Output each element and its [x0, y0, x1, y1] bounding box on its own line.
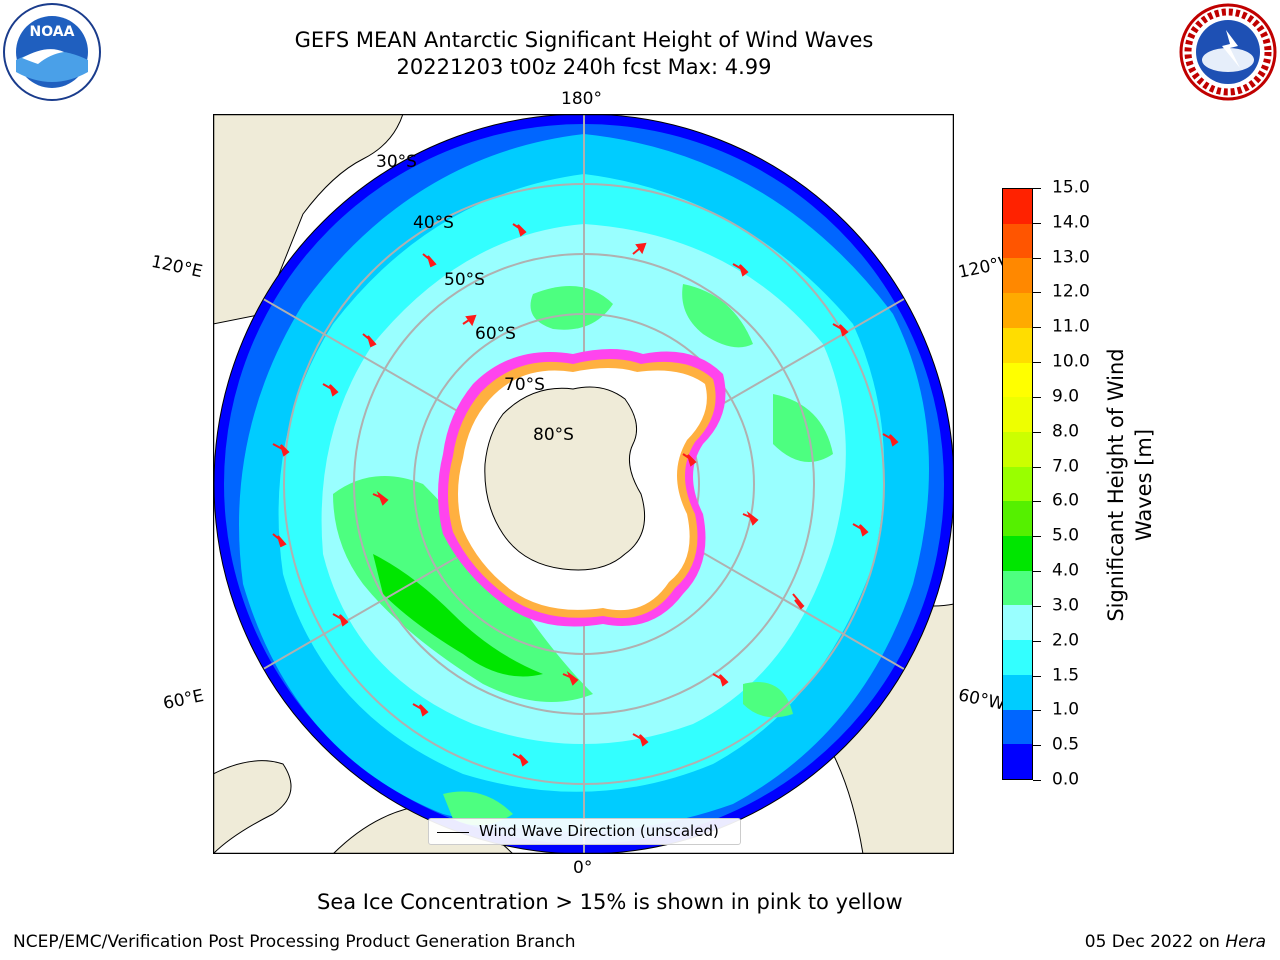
colorbar-segment [1003, 709, 1032, 745]
legend-line-icon [437, 832, 469, 833]
colorbar [1002, 188, 1033, 780]
chart-subtitle: 20221203 t00z 240h fcst Max: 4.99 [396, 55, 772, 79]
colorbar-segment [1003, 466, 1032, 502]
colorbar-tick-label: 5.0 [1052, 525, 1080, 546]
colorbar-tick-label: 2.0 [1052, 630, 1080, 651]
colorbar-tick [1033, 466, 1041, 468]
lat-label-30s: 30°S [376, 152, 417, 172]
colorbar-tick [1033, 780, 1041, 781]
colorbar-segment [1003, 570, 1032, 606]
colorbar-tick [1033, 675, 1041, 677]
colorbar-segment [1003, 674, 1032, 710]
nws-logo [1179, 3, 1277, 101]
colorbar-tick [1033, 396, 1041, 398]
colorbar-segment [1003, 362, 1032, 398]
colorbar-tick-label: 1.5 [1052, 665, 1080, 686]
colorbar-tick [1033, 501, 1041, 503]
colorbar-segment [1003, 536, 1032, 571]
colorbar-tick-label: 13.0 [1052, 247, 1090, 268]
colorbar-tick [1033, 292, 1041, 294]
noaa-logo: NOAA [3, 3, 101, 101]
colorbar-tick [1033, 188, 1041, 189]
colorbar-tick-label: 12.0 [1052, 281, 1090, 302]
colorbar-segment [1003, 397, 1032, 432]
colorbar-tick-label: 3.0 [1052, 595, 1080, 616]
chart-title: GEFS MEAN Antarctic Significant Height o… [294, 28, 874, 52]
colorbar-segment [1003, 605, 1032, 641]
lon-label-60w: 60°W [956, 685, 1007, 715]
colorbar-segment [1003, 258, 1032, 294]
colorbar-tick-label: 0.0 [1052, 769, 1080, 790]
colorbar-tick [1033, 362, 1041, 364]
colorbar-segment [1003, 189, 1032, 224]
colorbar-segment [1003, 501, 1032, 537]
footer-credit: NCEP/EMC/Verification Post Processing Pr… [13, 932, 576, 952]
lon-label-180: 180° [561, 89, 602, 109]
colorbar-tick-label: 10.0 [1052, 351, 1090, 372]
colorbar-tick-label: 14.0 [1052, 212, 1090, 233]
colorbar-tick-label: 7.0 [1052, 456, 1080, 477]
colorbar-segment [1003, 431, 1032, 467]
colorbar-segment [1003, 223, 1032, 259]
footer-host: Hera [1225, 932, 1266, 952]
colorbar-tick [1033, 640, 1041, 642]
colorbar-tick-label: 1.0 [1052, 699, 1080, 720]
colorbar-tick-label: 6.0 [1052, 490, 1080, 511]
colorbar-tick [1033, 536, 1041, 538]
colorbar-segment [1003, 640, 1032, 675]
lat-label-80s: 80°S [533, 425, 574, 445]
footer-date: 05 Dec 2022 on Hera [1085, 932, 1266, 952]
noaa-logo-text: NOAA [30, 24, 75, 40]
lat-label-40s: 40°S [413, 213, 454, 233]
colorbar-tick [1033, 710, 1041, 712]
colorbar-title: Significant Height of Wind Waves [m] [1104, 348, 1156, 622]
colorbar-tick [1033, 571, 1041, 573]
colorbar-tick [1033, 257, 1041, 259]
colorbar-tick [1033, 222, 1041, 224]
legend-label: Wind Wave Direction (unscaled) [479, 822, 719, 840]
lat-label-50s: 50°S [444, 270, 485, 290]
map-legend: Wind Wave Direction (unscaled) [428, 818, 741, 845]
colorbar-tick-label: 8.0 [1052, 421, 1080, 442]
colorbar-tick-label: 11.0 [1052, 316, 1090, 337]
colorbar-tick [1033, 605, 1041, 607]
colorbar-tick-label: 4.0 [1052, 560, 1080, 581]
lon-label-120e: 120°E [149, 251, 205, 283]
colorbar-tick [1033, 431, 1041, 433]
lon-label-60e: 60°E [161, 685, 206, 715]
colorbar-tick [1033, 745, 1041, 747]
lat-label-60s: 60°S [475, 324, 516, 344]
lat-label-70s: 70°S [504, 375, 545, 395]
colorbar-segment [1003, 327, 1032, 363]
colorbar-tick-label: 0.5 [1052, 734, 1080, 755]
colorbar-tick-label: 15.0 [1052, 177, 1090, 198]
lon-label-0: 0° [573, 858, 593, 878]
map-panel [213, 114, 954, 854]
colorbar-segment [1003, 744, 1032, 779]
colorbar-segment [1003, 293, 1032, 328]
sea-ice-caption: Sea Ice Concentration > 15% is shown in … [317, 890, 903, 914]
footer-date-text: 05 Dec 2022 on [1084, 932, 1226, 952]
colorbar-tick [1033, 327, 1041, 329]
colorbar-tick-label: 9.0 [1052, 386, 1080, 407]
